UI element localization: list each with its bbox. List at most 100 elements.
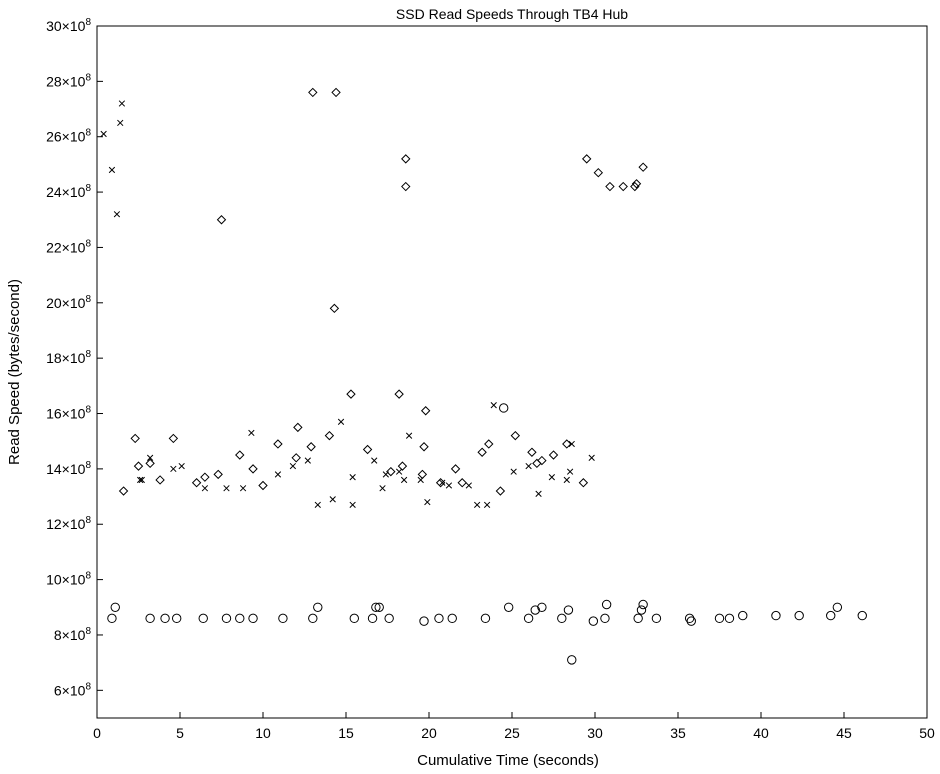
point-x-marker [113, 211, 121, 218]
point-diamond-marker [417, 469, 428, 480]
y-tick-label: 6×108 [54, 681, 92, 698]
chart-title: SSD Read Speeds Through TB4 Hub [396, 6, 628, 22]
point-circle-marker [278, 613, 288, 624]
point-circle-marker [537, 602, 547, 612]
x-tick-label: 25 [504, 725, 520, 741]
point-x-marker [490, 402, 497, 409]
point-diamond-marker [386, 466, 396, 477]
point-x-marker [445, 482, 453, 489]
point-x-marker [274, 471, 282, 478]
point-diamond-marker [133, 461, 144, 471]
point-circle-marker [567, 655, 577, 665]
point-diamond-marker [435, 478, 446, 488]
y-axis: 6×108 8×108 10×108 12×108 14×108 16×108 18×108… [46, 17, 103, 698]
point-x-marker [349, 501, 356, 509]
point-circle-marker [110, 602, 120, 612]
point-diamond-marker [397, 461, 408, 471]
y-tick-label: 12×108 [46, 515, 91, 532]
point-circle-marker [160, 613, 170, 624]
point-x-marker [379, 485, 386, 492]
point-diamond-marker [200, 472, 210, 482]
point-x-marker [201, 485, 209, 492]
point-circle-marker [499, 403, 509, 413]
point-x-marker [349, 474, 356, 481]
point-diamond-marker [168, 433, 179, 444]
point-x-marker [137, 476, 144, 484]
point-diamond-marker [235, 450, 245, 460]
point-diamond-marker [213, 469, 223, 480]
point-circle-marker [724, 613, 735, 624]
y-tick-label: 8×108 [54, 626, 92, 643]
point-diamond-marker [562, 439, 572, 449]
y-tick-label: 18×108 [46, 349, 91, 366]
point-diamond-marker [532, 458, 542, 469]
point-x-marker [170, 465, 177, 473]
point-x-marker [563, 476, 570, 484]
y-tick-label: 30×108 [46, 17, 91, 34]
point-x-marker [473, 501, 481, 509]
point-x-marker [510, 468, 517, 475]
x-tick-label: 15 [338, 725, 354, 741]
point-x-marker [424, 498, 431, 506]
point-x-marker [405, 432, 413, 439]
point-x-marker [329, 496, 336, 503]
point-circle-marker [601, 599, 612, 610]
point-diamond-marker [593, 167, 604, 178]
point-diamond-marker [631, 179, 642, 189]
y-tick-label: 10×108 [46, 571, 91, 588]
point-circle-marker [503, 602, 514, 612]
point-diamond-marker [329, 303, 340, 314]
point-x-marker [248, 429, 255, 437]
point-diamond-marker [484, 439, 494, 449]
point-circle-marker [600, 613, 610, 624]
point-x-marker [100, 130, 107, 138]
point-x-marker [108, 166, 116, 174]
point-circle-marker [857, 610, 867, 621]
point-circle-marker [638, 599, 648, 610]
point-circle-marker [349, 613, 359, 624]
point-diamond-marker [331, 87, 341, 98]
point-x-marker [138, 476, 145, 484]
point-circle-marker [633, 613, 643, 624]
point-diamond-marker [291, 453, 301, 463]
y-tick-label: 28×108 [46, 72, 91, 89]
point-circle-marker [374, 602, 384, 612]
data-points [100, 87, 867, 665]
point-diamond-marker [346, 389, 356, 399]
point-x-marker [239, 485, 247, 492]
point-x-marker [337, 418, 345, 425]
point-diamond-marker [548, 450, 559, 460]
point-circle-marker [107, 613, 117, 624]
point-circle-marker [235, 613, 245, 624]
point-circle-marker [434, 613, 444, 624]
point-circle-marker [480, 613, 491, 624]
point-x-marker [289, 462, 297, 470]
point-diamond-marker [362, 444, 373, 455]
point-diamond-marker [537, 455, 547, 466]
point-x-marker [117, 119, 124, 127]
x-tick-label: 0 [93, 725, 101, 741]
point-diamond-marker [248, 464, 258, 474]
point-diamond-marker [118, 486, 129, 496]
point-circle-marker [248, 613, 258, 624]
point-diamond-marker [638, 162, 648, 172]
y-tick-label: 24×108 [46, 183, 91, 200]
x-tick-label: 45 [836, 725, 852, 741]
point-circle-marker [198, 613, 208, 624]
point-diamond-marker [581, 154, 592, 164]
point-circle-marker [447, 613, 457, 624]
point-circle-marker [684, 613, 695, 624]
point-circle-marker [651, 613, 662, 624]
point-diamond-marker [618, 181, 628, 192]
point-circle-marker [384, 613, 394, 624]
point-circle-marker [771, 610, 781, 621]
point-circle-marker [367, 613, 378, 624]
point-x-marker [588, 454, 595, 461]
point-diamond-marker [450, 464, 461, 474]
point-x-marker [535, 490, 542, 497]
point-circle-marker [588, 616, 599, 626]
point-x-marker [439, 479, 446, 486]
point-circle-marker [308, 613, 318, 624]
point-diamond-marker [293, 422, 303, 433]
